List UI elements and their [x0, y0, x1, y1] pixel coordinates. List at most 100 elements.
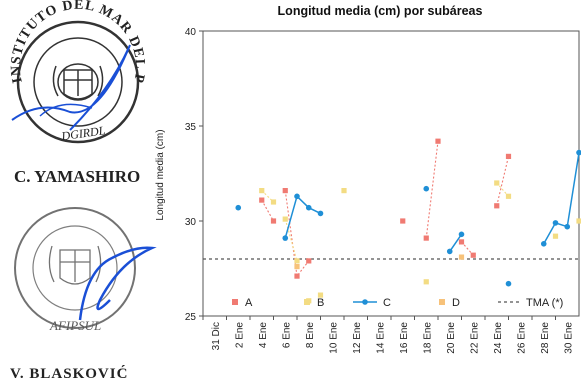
- coat-of-arms-icon: [52, 63, 104, 101]
- point-B: [423, 279, 429, 285]
- x-tick-label: 28 Ene: [540, 322, 551, 354]
- point-C: [505, 280, 512, 287]
- point-A: [400, 218, 406, 224]
- x-tick-label: 16 Ene: [399, 322, 410, 354]
- point-B: [270, 199, 277, 205]
- point-A: [294, 273, 300, 279]
- point-A: [306, 258, 312, 264]
- point-A: [505, 153, 512, 159]
- point-B: [341, 188, 347, 194]
- signature-stamps: INSTITUTO DEL MAR DEL PERU DGIRDL C. YAM…: [0, 0, 157, 382]
- point-B: [294, 258, 300, 264]
- point-B: [576, 218, 581, 224]
- series-A-line: [284, 190, 310, 278]
- legend-item-TMA: TMA (*): [498, 297, 563, 309]
- point-C: [446, 248, 453, 255]
- top-seal-sub: DGIRDL: [60, 123, 107, 143]
- point-C: [235, 204, 242, 211]
- axes: 25 30 35 40 31 Dic 2 Ene 4 Ene 6 Ene 8 Ene 10 Ene…: [185, 27, 580, 354]
- y-tick-label: 30: [185, 217, 197, 228]
- length-chart: Longitud media (cm) por subáreas Longitu…: [155, 4, 581, 354]
- point-A: [470, 252, 476, 258]
- point-B: [259, 188, 265, 194]
- x-tick-label: 12 Ene: [352, 322, 363, 354]
- point-A: [270, 218, 277, 224]
- x-tick-label: 30 Ene: [563, 322, 574, 354]
- point-C: [458, 231, 465, 238]
- series-A-line: [425, 141, 439, 239]
- series-A-line: [496, 156, 510, 206]
- x-tick-label: 2 Ene: [234, 322, 245, 349]
- x-tick-label: 6 Ene: [281, 322, 292, 349]
- legend-swatch: [232, 299, 238, 305]
- series-B: [259, 180, 581, 304]
- point-A: [259, 197, 265, 203]
- x-tick-label: 22 Ene: [469, 322, 480, 354]
- top-seal-text: INSTITUTO DEL MAR DEL PERU: [0, 0, 147, 85]
- series-A: [259, 138, 512, 279]
- legend-label: D: [452, 297, 460, 309]
- legend-item-D: D: [439, 297, 460, 309]
- x-tick-label: 10 Ene: [328, 322, 339, 354]
- legend-label: C: [383, 297, 391, 309]
- point-C: [305, 204, 312, 211]
- data-marks: [235, 138, 581, 304]
- series-C-line: [284, 194, 321, 239]
- point-A: [435, 138, 441, 144]
- series-B-line: [496, 182, 509, 197]
- series-C: [235, 149, 581, 287]
- x-tick-label: 4 Ene: [258, 322, 269, 349]
- y-axis-label: Longitud media (cm): [155, 129, 166, 220]
- bottom-seal-sub: AFIPSUL: [49, 318, 101, 333]
- y-tick-label: 35: [185, 122, 197, 133]
- series-C-line: [543, 152, 580, 245]
- bottom-name: V. BLASKOVIĆ: [10, 365, 128, 382]
- point-A: [458, 239, 465, 245]
- legend-item-C: C: [353, 297, 391, 309]
- legend-swatch: [439, 299, 445, 305]
- point-C: [540, 241, 547, 247]
- x-tick-label: 20 Ene: [446, 322, 457, 354]
- bottom-seal: AFIPSUL: [14, 207, 136, 333]
- point-B: [494, 180, 500, 186]
- point-C: [423, 185, 430, 192]
- series-D: [294, 254, 465, 270]
- legend-label: TMA (*): [526, 297, 563, 309]
- legend-swatch: [362, 299, 368, 305]
- x-tick-label: 24 Ene: [493, 322, 504, 354]
- top-seal: INSTITUTO DEL MAR DEL PERU DGIRDL: [0, 0, 147, 143]
- point-D: [294, 264, 300, 270]
- series-C-line: [449, 233, 463, 252]
- legend-label: B: [317, 297, 324, 309]
- legend-item-B: B: [304, 297, 324, 309]
- point-D: [458, 254, 465, 260]
- x-tick-label: 18 Ene: [422, 322, 433, 354]
- point-A: [494, 203, 500, 209]
- point-B: [282, 216, 288, 222]
- point-C: [552, 220, 559, 226]
- point-B: [317, 292, 324, 298]
- point-C: [294, 193, 300, 200]
- y-tick-label: 25: [185, 312, 197, 323]
- top-name: C. YAMASHIRO: [14, 167, 140, 186]
- point-B: [552, 233, 559, 239]
- point-C: [564, 223, 571, 230]
- point-C: [282, 235, 289, 241]
- x-tick-label: 31 Dic: [211, 322, 222, 350]
- point-A: [282, 188, 288, 194]
- series-A-line: [461, 241, 474, 256]
- x-tick-label: 8 Ene: [305, 322, 316, 349]
- x-tick-label: 26 Ene: [516, 322, 527, 354]
- legend-swatch: [304, 299, 310, 305]
- point-C: [317, 210, 324, 217]
- legend-item-A: A: [232, 297, 253, 309]
- plot-frame: [202, 30, 580, 317]
- point-B: [505, 193, 512, 199]
- legend-label: A: [245, 297, 253, 309]
- signature-stroke: [78, 246, 157, 321]
- point-A: [423, 235, 429, 241]
- point-C: [576, 149, 581, 156]
- y-tick-label: 40: [185, 27, 197, 38]
- x-tick-label: 14 Ene: [375, 322, 386, 354]
- chart-title: Longitud media (cm) por subáreas: [278, 4, 483, 18]
